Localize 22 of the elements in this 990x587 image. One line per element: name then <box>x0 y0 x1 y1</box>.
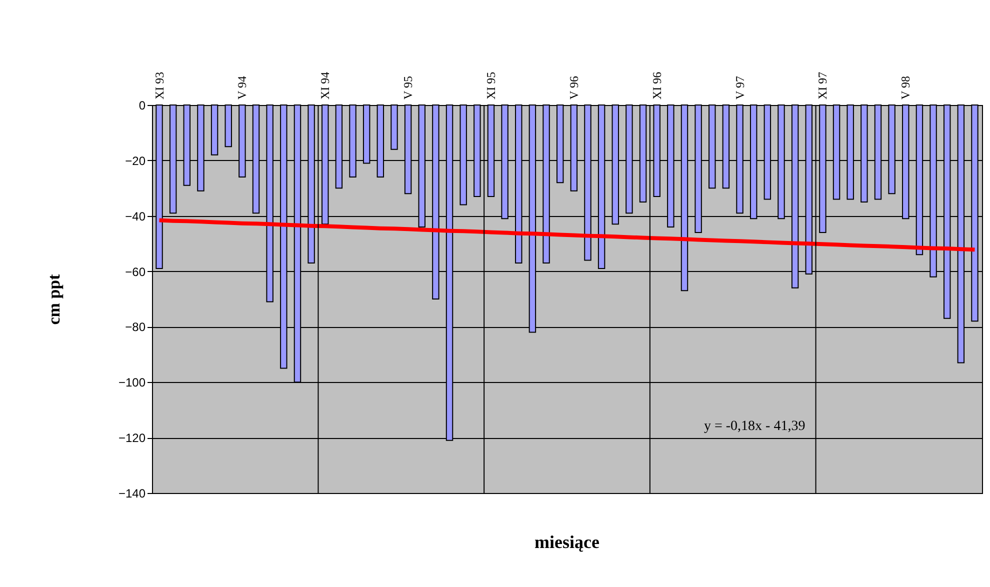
y-tick-label: 0 <box>138 98 146 112</box>
y-axis-title: cm ppt <box>44 274 64 325</box>
y-tick-label: −20 <box>125 154 146 168</box>
annotation: y = -0,18x - 41,39 <box>704 419 806 434</box>
x-tick-label: XI 96 <box>650 72 664 100</box>
y-tick-label: −120 <box>118 431 146 446</box>
x-tick-label: XI 94 <box>318 72 332 100</box>
y-tick-label: −100 <box>118 376 146 390</box>
y-tick-label: −140 <box>118 486 146 500</box>
x-tick-label: V 95 <box>401 76 416 100</box>
line-series <box>157 218 977 252</box>
x-tick-label: V 96 <box>566 76 581 100</box>
y-tick-label: −80 <box>125 320 146 334</box>
x-tick-label: XI 95 <box>484 72 498 100</box>
x-tick-label: XI 97 <box>816 72 830 100</box>
x-tick-label: V 97 <box>732 76 747 100</box>
x-tick-label: XI 93 <box>152 72 166 100</box>
y-tick-label: −60 <box>125 264 146 279</box>
y-tick-label: −40 <box>125 209 146 224</box>
x-tick-label: V 94 <box>235 76 250 100</box>
x-tick-label: V 98 <box>898 76 913 100</box>
x-axis-title: miesiące <box>534 532 600 552</box>
